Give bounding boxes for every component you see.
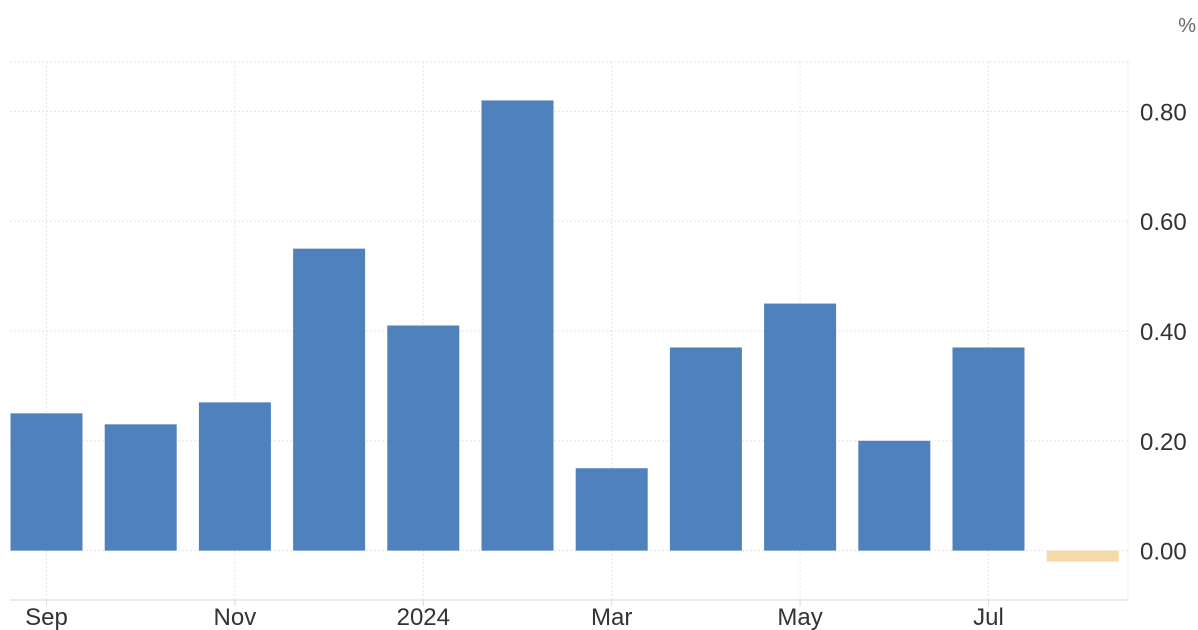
bar-2023-11 <box>198 402 271 551</box>
axis-layer: 0.00 0.20 0.40 0.60 0.80 Sep Nov 2024 Mar May Jul <box>10 99 1187 630</box>
y-tick-label: 0.20 <box>1140 429 1187 456</box>
y-tick-label: 0.60 <box>1140 209 1187 236</box>
bar-2023-12 <box>293 248 366 551</box>
x-tick-label: 2024 <box>397 604 450 630</box>
bar-2024-02 <box>481 100 554 551</box>
x-tick-label: May <box>777 604 822 630</box>
bar-2024-04 <box>669 347 742 551</box>
bar-2023-10 <box>104 424 177 551</box>
x-tick-label: Mar <box>591 604 632 630</box>
y-tick-label: 0.80 <box>1140 99 1187 126</box>
bar-2024-05 <box>764 303 837 551</box>
bar-2024-07 <box>952 347 1025 551</box>
bar-2023-09 <box>10 413 83 551</box>
bar-2024-01 <box>387 325 460 551</box>
x-tick-label: Jul <box>973 604 1004 630</box>
bar-2024-08 <box>1046 550 1119 562</box>
y-tick-label: 0.00 <box>1140 539 1187 566</box>
x-tick-label: Nov <box>214 604 257 630</box>
y-tick-label: 0.40 <box>1140 319 1187 346</box>
bar-layer <box>10 100 1119 562</box>
bar-2024-06 <box>858 440 931 551</box>
y-axis-unit-label: % <box>1178 15 1196 37</box>
bar-2024-03 <box>575 468 648 551</box>
x-tick-label: Sep <box>25 604 68 630</box>
